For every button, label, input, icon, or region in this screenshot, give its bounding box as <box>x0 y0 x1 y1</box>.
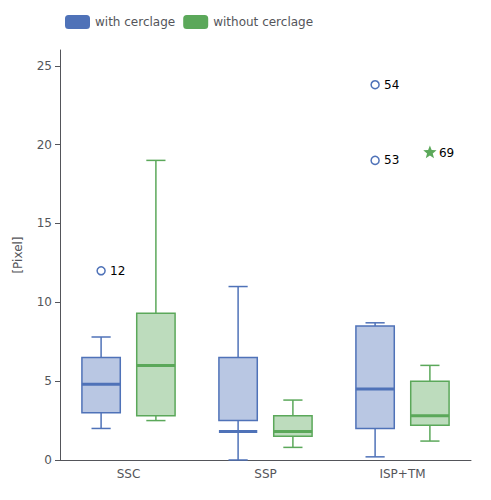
svg-text:5: 5 <box>44 374 52 388</box>
svg-text:15: 15 <box>37 216 52 230</box>
svg-text:0: 0 <box>44 453 52 467</box>
svg-text:25: 25 <box>37 59 52 73</box>
svg-text:10: 10 <box>37 295 52 309</box>
svg-text:20: 20 <box>37 138 52 152</box>
svg-text:12: 12 <box>110 264 125 278</box>
svg-text:ISP+TM: ISP+TM <box>379 467 425 481</box>
svg-text:without cerclage: without cerclage <box>213 15 313 29</box>
svg-text:SSP: SSP <box>254 467 276 481</box>
svg-text:SSC: SSC <box>117 467 141 481</box>
svg-text:with cerclage: with cerclage <box>95 15 175 29</box>
svg-text:54: 54 <box>384 78 399 92</box>
svg-text:53: 53 <box>384 153 399 167</box>
svg-text:[Pixel]: [Pixel] <box>11 236 25 273</box>
svg-text:69: 69 <box>439 146 454 160</box>
